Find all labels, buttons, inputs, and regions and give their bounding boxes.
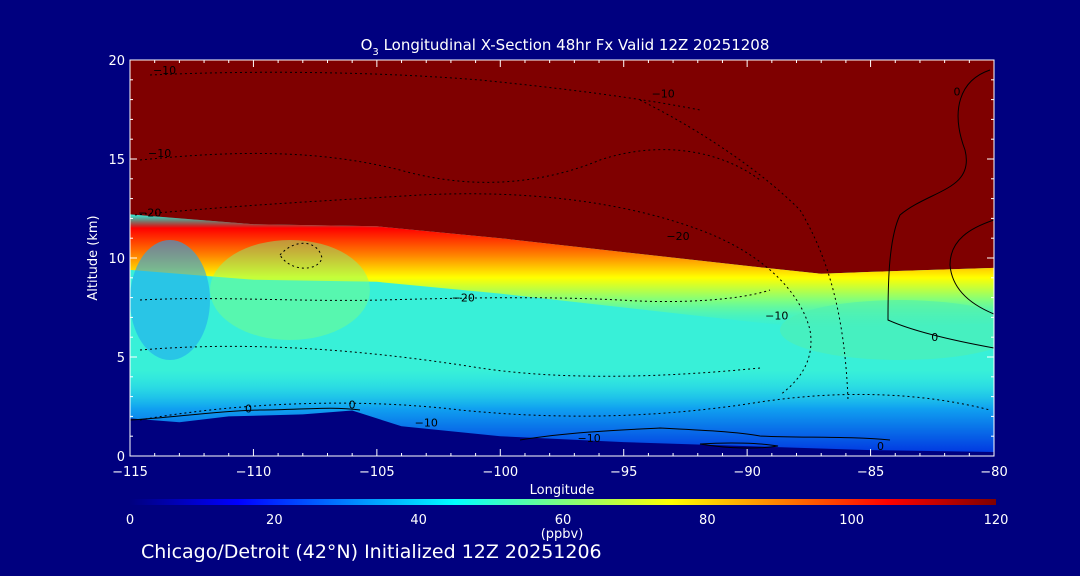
y-axis-label: Altitude (km): [86, 215, 101, 300]
contour-line: [887, 69, 994, 349]
contour-label: −20: [666, 230, 689, 243]
y-axis: 0 5 10 15 20: [108, 54, 994, 465]
contour-label: −20: [138, 206, 161, 219]
colorbar-ticks: 0 20 40 60 80 100 120: [126, 513, 1009, 528]
colorbar-tick-label: 80: [699, 513, 716, 528]
footer-caption: Chicago/Detroit (42°N) Initialized 12Z 2…: [141, 541, 602, 563]
contour-line: [130, 407, 361, 421]
contour-label: −10: [765, 309, 788, 322]
contour-line: [699, 442, 779, 449]
colorbar-tick-label: 120: [984, 513, 1009, 528]
contour-line: [139, 393, 991, 421]
y-tick-label: 5: [117, 351, 125, 366]
colorbar-tick-label: 100: [839, 513, 864, 528]
contour-line: [519, 427, 891, 441]
contour-label: −10: [652, 88, 675, 101]
stratosphere-high-ozone: [130, 60, 994, 274]
contour-line: [949, 219, 994, 315]
contour-lines: [130, 69, 994, 449]
contour-label: 0: [953, 86, 960, 99]
contour-label: 0: [245, 402, 252, 415]
x-tick-label: −105: [359, 465, 395, 480]
x-axis: −115 −110 −105 −100 −95 −90 −85 −80: [112, 60, 1008, 480]
contour-line: [639, 99, 849, 401]
contour-label: −20: [452, 292, 475, 305]
y-tick-label: 10: [108, 252, 125, 267]
contour-line: [139, 149, 761, 183]
y-tick-label: 0: [117, 450, 125, 465]
contour-label: 0: [877, 440, 884, 453]
colorbar: [130, 499, 996, 505]
x-axis-label: Longitude: [530, 483, 595, 498]
x-tick-label: −80: [980, 465, 1007, 480]
plot-area: −10 −10 −10 0 −20 −20 −20 −10 0 0 0 −10 −10 0: [130, 60, 994, 456]
contour-label: −10: [153, 64, 176, 77]
contour-labels: −10 −10 −10 0 −20 −20 −20 −10 0 0 0 −10 −10 0: [138, 64, 960, 453]
x-tick-label: −90: [733, 465, 760, 480]
mid-level-ozone-blob: [210, 240, 370, 340]
colorbar-tick-label: 20: [266, 513, 283, 528]
colorbar-tick-label: 60: [555, 513, 572, 528]
colorbar-unit-label: (ppbv): [541, 527, 584, 542]
x-tick-label: −110: [236, 465, 272, 480]
contour-line: [139, 345, 761, 377]
eastern-mid-ozone-blob: [780, 300, 994, 360]
contour-label: −10: [148, 147, 171, 160]
contour-line: [149, 71, 701, 111]
colorbar-tick-label: 40: [410, 513, 427, 528]
contour-label: −10: [415, 416, 438, 429]
western-low-ozone-blob: [130, 240, 210, 360]
contour-line: [134, 193, 812, 396]
contour-line: [279, 242, 323, 269]
contour-label: 0: [349, 398, 356, 411]
terrain-mask: [130, 410, 994, 456]
chart-title: O3 Longitudinal X-Section 48hr Fx Valid …: [361, 36, 770, 58]
x-tick-label: −115: [112, 465, 148, 480]
tropopause-gradient-band: [130, 214, 994, 330]
y-tick-label: 15: [108, 153, 125, 168]
contour-label: −10: [578, 432, 601, 445]
contour-label: 0: [931, 331, 938, 344]
x-tick-label: −85: [857, 465, 884, 480]
x-tick-label: −95: [610, 465, 637, 480]
colorbar-tick-label: 0: [126, 513, 134, 528]
x-tick-label: −100: [482, 465, 518, 480]
y-tick-label: 20: [108, 54, 125, 69]
